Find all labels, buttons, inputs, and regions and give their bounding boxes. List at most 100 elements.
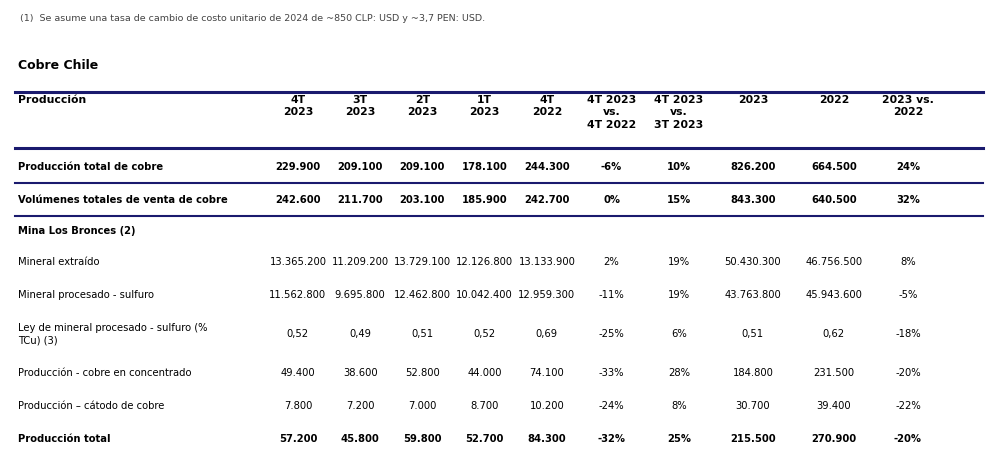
Text: 0,52: 0,52 (473, 328, 496, 338)
Text: 8%: 8% (900, 257, 916, 267)
Text: -32%: -32% (598, 433, 625, 443)
Text: 7.800: 7.800 (284, 400, 312, 410)
Text: 25%: 25% (667, 433, 691, 443)
Text: -11%: -11% (599, 290, 624, 300)
Text: 46.756.500: 46.756.500 (805, 257, 863, 267)
Text: 242.600: 242.600 (275, 194, 321, 205)
Text: 0,62: 0,62 (823, 328, 845, 338)
Text: 28%: 28% (668, 367, 690, 377)
Text: 2023: 2023 (738, 95, 768, 105)
Text: Producción: Producción (18, 95, 86, 105)
Text: 0,51: 0,51 (411, 328, 434, 338)
Text: -25%: -25% (599, 328, 624, 338)
Text: 10.200: 10.200 (530, 400, 564, 410)
Text: 57.200: 57.200 (279, 433, 317, 443)
Text: 19%: 19% (668, 290, 690, 300)
Text: 0,49: 0,49 (349, 328, 371, 338)
Text: Mineral extraído: Mineral extraído (18, 257, 99, 267)
Text: 184.800: 184.800 (732, 367, 774, 377)
Text: 10.042.400: 10.042.400 (456, 290, 513, 300)
Text: 38.600: 38.600 (343, 367, 377, 377)
Text: 4T 2023
vs.
4T 2022: 4T 2023 vs. 4T 2022 (587, 95, 636, 129)
Text: Cobre Chile: Cobre Chile (18, 59, 98, 72)
Text: 231.500: 231.500 (813, 367, 855, 377)
Text: 10%: 10% (667, 161, 691, 172)
Text: (1)  Se asume una tasa de cambio de costo unitario de 2024 de ~850 CLP: USD y ~3: (1) Se asume una tasa de cambio de costo… (20, 14, 485, 23)
Text: 178.100: 178.100 (461, 161, 508, 172)
Text: 12.959.300: 12.959.300 (519, 290, 575, 300)
Text: 229.900: 229.900 (276, 161, 320, 172)
Text: -22%: -22% (895, 400, 921, 410)
Text: 2%: 2% (604, 257, 619, 267)
Text: Mineral procesado - sulfuro: Mineral procesado - sulfuro (18, 290, 154, 300)
Text: 664.500: 664.500 (811, 161, 857, 172)
Text: 6%: 6% (671, 328, 687, 338)
Text: 2022: 2022 (819, 95, 849, 105)
Text: 13.729.100: 13.729.100 (394, 257, 451, 267)
Text: 52.700: 52.700 (465, 433, 504, 443)
Text: 4T 2023
vs.
3T 2023: 4T 2023 vs. 3T 2023 (654, 95, 703, 129)
Text: Ley de mineral procesado - sulfuro (%
TCu) (3): Ley de mineral procesado - sulfuro (% TC… (18, 322, 207, 344)
Text: 2023 vs.
2022: 2023 vs. 2022 (882, 95, 934, 117)
Text: 0,52: 0,52 (287, 328, 309, 338)
Text: 45.943.600: 45.943.600 (805, 290, 863, 300)
Text: -18%: -18% (895, 328, 921, 338)
Text: 74.100: 74.100 (530, 367, 564, 377)
Text: 13.365.200: 13.365.200 (270, 257, 326, 267)
Text: 0%: 0% (603, 194, 620, 205)
Text: Producción – cátodo de cobre: Producción – cátodo de cobre (18, 400, 164, 410)
Text: 49.400: 49.400 (281, 367, 315, 377)
Text: 8.700: 8.700 (470, 400, 499, 410)
Text: 8%: 8% (671, 400, 687, 410)
Text: 209.100: 209.100 (338, 161, 382, 172)
Text: 215.500: 215.500 (730, 433, 776, 443)
Text: -6%: -6% (601, 161, 622, 172)
Text: 203.100: 203.100 (400, 194, 445, 205)
Text: 0,69: 0,69 (535, 328, 558, 338)
Text: 12.126.800: 12.126.800 (456, 257, 513, 267)
Text: 9.695.800: 9.695.800 (335, 290, 385, 300)
Text: 43.763.800: 43.763.800 (724, 290, 782, 300)
Text: -5%: -5% (898, 290, 918, 300)
Text: 640.500: 640.500 (811, 194, 857, 205)
Text: 843.300: 843.300 (730, 194, 776, 205)
Text: Producción - cobre en concentrado: Producción - cobre en concentrado (18, 367, 192, 377)
Text: 211.700: 211.700 (337, 194, 383, 205)
Text: 209.100: 209.100 (400, 161, 445, 172)
Text: 4T
2022: 4T 2022 (532, 95, 562, 117)
Text: 0,51: 0,51 (742, 328, 764, 338)
Text: Volúmenes totales de venta de cobre: Volúmenes totales de venta de cobre (18, 194, 227, 205)
Text: Mina Los Bronces (2): Mina Los Bronces (2) (18, 226, 135, 236)
Text: 270.900: 270.900 (811, 433, 857, 443)
Text: 7.200: 7.200 (346, 400, 374, 410)
Text: -24%: -24% (599, 400, 624, 410)
Text: 11.209.200: 11.209.200 (332, 257, 388, 267)
Text: 32%: 32% (896, 194, 920, 205)
Text: 13.133.900: 13.133.900 (519, 257, 575, 267)
Text: 1T
2023: 1T 2023 (469, 95, 500, 117)
Text: 45.800: 45.800 (341, 433, 379, 443)
Text: 15%: 15% (667, 194, 691, 205)
Text: 84.300: 84.300 (528, 433, 566, 443)
Text: 242.700: 242.700 (525, 194, 569, 205)
Text: 59.800: 59.800 (403, 433, 442, 443)
Text: 30.700: 30.700 (735, 400, 771, 410)
Text: Producción total: Producción total (18, 433, 111, 443)
Text: 44.000: 44.000 (467, 367, 502, 377)
Text: 826.200: 826.200 (730, 161, 776, 172)
Text: 12.462.800: 12.462.800 (394, 290, 451, 300)
Text: 52.800: 52.800 (405, 367, 440, 377)
Text: 4T
2023: 4T 2023 (283, 95, 313, 117)
Text: 2T
2023: 2T 2023 (407, 95, 438, 117)
Text: 19%: 19% (668, 257, 690, 267)
Text: 3T
2023: 3T 2023 (345, 95, 375, 117)
Text: 185.900: 185.900 (461, 194, 508, 205)
Text: 50.430.300: 50.430.300 (724, 257, 782, 267)
Text: 11.562.800: 11.562.800 (270, 290, 326, 300)
Text: -20%: -20% (894, 433, 922, 443)
Text: 24%: 24% (896, 161, 920, 172)
Text: Producción total de cobre: Producción total de cobre (18, 161, 163, 172)
Text: -20%: -20% (895, 367, 921, 377)
Text: 39.400: 39.400 (816, 400, 852, 410)
Text: -33%: -33% (599, 367, 624, 377)
